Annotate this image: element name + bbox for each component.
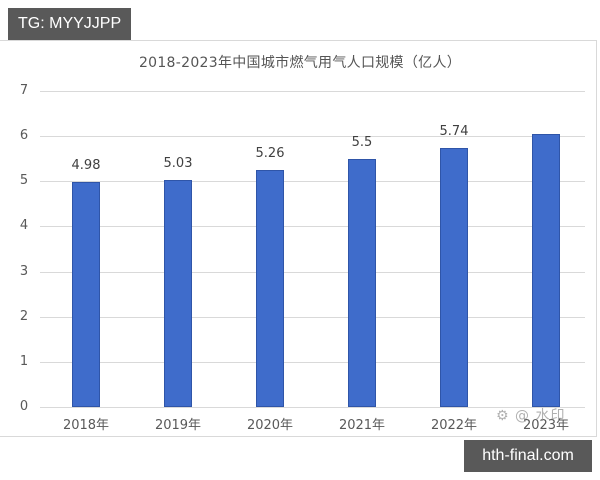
x-tick-label: 2018年	[62, 418, 110, 433]
data-label: 4.98	[71, 158, 101, 173]
gridline	[40, 91, 585, 92]
x-tick-label: 2022年	[430, 418, 478, 433]
y-tick-label: 1	[19, 354, 29, 369]
x-tick-label: 2021年	[338, 418, 386, 433]
gridline	[40, 226, 585, 227]
y-tick-label: 0	[19, 399, 29, 414]
bar	[72, 182, 100, 407]
bar	[440, 148, 468, 407]
gridline	[40, 136, 585, 137]
x-tick-label: 2020年	[246, 418, 294, 433]
y-tick-label: 5	[19, 173, 29, 188]
gridline	[40, 181, 585, 182]
bar	[256, 170, 284, 407]
data-label: 5.5	[351, 135, 373, 150]
chart-title: 2018-2023年中国城市燃气用气人口规模（亿人）	[138, 55, 462, 71]
bar	[348, 159, 376, 407]
bar	[532, 134, 560, 407]
gridline	[40, 362, 585, 363]
y-tick-label: 6	[19, 128, 29, 143]
gridline	[40, 407, 585, 408]
y-tick-label: 4	[19, 218, 29, 233]
site-badge: hth-final.com	[464, 440, 592, 472]
data-label: 5.74	[439, 124, 469, 139]
x-tick-label: 2019年	[154, 418, 202, 433]
bar	[164, 180, 192, 407]
tg-badge: TG: MYYJJPP	[8, 8, 132, 40]
gridline	[40, 317, 585, 318]
data-label: 5.26	[255, 146, 285, 161]
y-tick-label: 3	[19, 264, 29, 279]
data-label: 5.03	[163, 156, 193, 171]
y-tick-label: 7	[19, 83, 29, 98]
watermark: ⚙ @ 水印	[496, 408, 566, 424]
gridline	[40, 272, 585, 273]
x-tick-label: 2023年	[522, 418, 570, 433]
y-tick-label: 2	[19, 309, 29, 324]
